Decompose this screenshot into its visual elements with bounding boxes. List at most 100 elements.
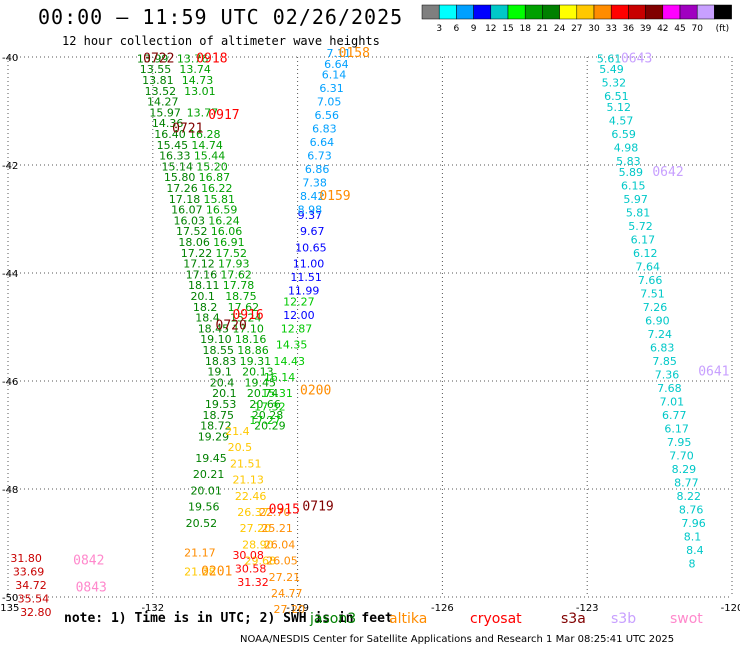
- colorbar-swatch: [490, 4, 509, 20]
- wave-height-value: 6.59: [611, 128, 636, 141]
- colorbar-label: 3: [436, 24, 442, 34]
- colorbar-label: 6: [454, 24, 460, 34]
- wave-height-value: 17.52: [176, 225, 208, 238]
- colorbar-label: 15: [502, 24, 513, 34]
- wave-height-value: 17.27: [249, 414, 280, 427]
- wave-height-value: 20.29: [254, 420, 286, 433]
- wave-height-value: 21.28: [184, 565, 216, 578]
- wave-height-value: 7.24: [648, 328, 673, 341]
- wave-height-value: 25.21: [261, 522, 293, 535]
- pass-time-label: 0642: [652, 165, 683, 180]
- colorbar-label: 30: [588, 24, 600, 34]
- wave-height-value: 7.85: [652, 355, 677, 368]
- wave-height-value: 16.24: [208, 214, 240, 227]
- wave-height-value: 15.20: [196, 160, 228, 173]
- wave-height-value: 6.17: [664, 422, 689, 435]
- wave-height-value: 5.97: [623, 193, 648, 206]
- wave-height-value: 32.80: [20, 606, 52, 619]
- wave-height-value: 16.59: [206, 204, 238, 217]
- colorbar-swatch: [610, 4, 629, 20]
- wave-height-value: 15.24: [230, 312, 262, 325]
- wave-height-value: 18.75: [225, 290, 257, 303]
- y-tick-label: -50: [2, 593, 18, 604]
- colorbar-label: 42: [657, 24, 668, 34]
- colorbar-label: 18: [519, 24, 531, 34]
- wave-height-value: 15.80: [164, 171, 196, 184]
- wave-height-value: 20.1: [190, 290, 215, 303]
- pass-time-label: 0643: [621, 51, 652, 66]
- wave-height-value: 27.21: [269, 571, 301, 584]
- wave-height-value: 19.56: [188, 501, 220, 514]
- wave-height-value: 18.16: [235, 333, 267, 346]
- wave-height-value: 17.78: [223, 279, 255, 292]
- wave-height-value: 20.01: [190, 484, 222, 497]
- wave-height-value: 16.03: [174, 214, 206, 227]
- wave-height-value: 18.86: [237, 344, 269, 357]
- wave-height-value: 20.4: [210, 376, 235, 389]
- wave-height-value: 17.22: [181, 247, 213, 260]
- y-tick-label: -48: [2, 485, 18, 496]
- pass-time-label: 0200: [300, 384, 331, 399]
- wave-height-value: 11.00: [293, 258, 325, 271]
- wave-height-value: 15.45: [157, 139, 189, 152]
- wave-height-value: 7.66: [638, 274, 663, 287]
- wave-height-value: 6.31: [319, 82, 344, 95]
- wave-height-value: 5.81: [626, 206, 651, 219]
- wave-height-value: 16.91: [213, 236, 245, 249]
- pass-time-label: 0720: [216, 319, 247, 334]
- wave-height-value: 35.54: [18, 592, 50, 605]
- wave-height-value: 11.51: [290, 271, 322, 284]
- color-legend: 3 6 9 12 15 18 21 24 27 30 33 36 39 42 45 70 (ft): [421, 4, 732, 34]
- wave-height-value: 22.46: [235, 490, 267, 503]
- pass-time-label: 0201: [201, 564, 232, 579]
- wave-height-value: 5.72: [628, 220, 653, 233]
- colorbar-swatch: [593, 4, 612, 20]
- wave-height-value: 16.28: [189, 128, 221, 141]
- wave-height-value: 31.80: [10, 552, 42, 565]
- wave-height-value: 20.74: [247, 387, 278, 400]
- wave-height-value: 19.45: [245, 376, 276, 389]
- wave-height-value: 15.14: [161, 160, 193, 173]
- wave-height-value: 11.99: [288, 285, 320, 298]
- wave-height-value: 14.35: [276, 339, 308, 352]
- wave-height-value: 20.13: [242, 366, 273, 379]
- wave-height-value: 19.29: [198, 430, 230, 443]
- wave-height-value: 14.74: [191, 139, 223, 152]
- wave-height-value: 15.31: [261, 387, 293, 400]
- wave-height-value: 20.28: [252, 409, 284, 422]
- x-tick-label: -135: [0, 603, 19, 614]
- wave-height-value: 18.4: [195, 312, 220, 325]
- wave-height-value: 18.75: [203, 409, 235, 422]
- pass-time-label: 0916: [232, 308, 263, 323]
- wave-height-value: 13.52: [145, 85, 177, 98]
- wave-height-value: 8: [689, 557, 696, 570]
- wave-height-value: 6.12: [633, 247, 658, 260]
- satellite-legend-s3b: s3b: [611, 611, 637, 627]
- colorbar-swatch: [421, 4, 440, 20]
- satellite-legend-jason3: jason3: [310, 611, 357, 627]
- x-tick-label: -126: [431, 603, 454, 614]
- wave-height-value: 5.32: [602, 77, 627, 90]
- wave-height-value: 16.40: [154, 128, 186, 141]
- wave-height-value: 17.62: [228, 301, 260, 314]
- wave-height-value: 13.99: [137, 52, 169, 65]
- chart-title: 00:00 — 11:59 UTC 02/26/2025: [38, 5, 404, 29]
- wave-height-value: 19.31: [240, 355, 272, 368]
- footnote: note: 1) Time is in UTC; 2) SWH is in fe…: [64, 611, 393, 626]
- wave-height-value: 14.73: [182, 74, 214, 87]
- satellite-legend-altika: altika: [389, 611, 428, 627]
- wave-height-value: 12.27: [283, 295, 315, 308]
- wave-height-value: 17.18: [169, 193, 201, 206]
- wave-height-value: 7.36: [655, 368, 680, 381]
- wave-height-value: 18.55: [203, 344, 235, 357]
- wave-height-value: 13.74: [179, 63, 211, 76]
- wave-height-value: 6.83: [650, 341, 675, 354]
- wave-height-value: 28.90: [242, 538, 273, 551]
- wave-height-value: 6.14: [322, 69, 347, 82]
- wave-height-value: 5.83: [616, 155, 641, 168]
- wave-height-value: 29.68: [245, 555, 276, 568]
- wave-height-value: 22.70: [259, 506, 291, 519]
- wave-height-value: 30.58: [235, 563, 267, 576]
- pass-time-label: 0918: [196, 51, 227, 66]
- wave-height-value: 6.51: [604, 90, 629, 103]
